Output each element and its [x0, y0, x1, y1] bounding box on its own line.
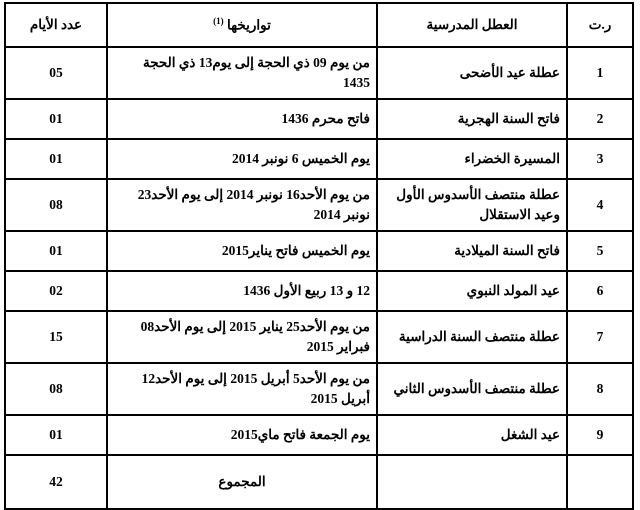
- table-row: 8 عطلة منتصف الأسدوس الثاني من يوم الأحد…: [4, 362, 634, 416]
- cell-days-count: 08: [4, 178, 108, 232]
- column-header-dates-label: تواريخها: [227, 17, 271, 33]
- table-row: 1 عطلة عيد الأضحى من يوم 09 ذي الحجة إلى…: [4, 46, 634, 100]
- cell-holiday-name: عطلة منتصف الأسدوس الأول وعيد الاستقلال: [376, 178, 568, 232]
- cell-holiday-name: المسيرة الخضراء: [376, 138, 568, 180]
- cell-index: 4: [566, 178, 634, 232]
- column-header-index: ر.ت: [566, 2, 634, 48]
- cell-index: 9: [566, 414, 634, 456]
- cell-holiday-name: عيد المولد النبوي: [376, 270, 568, 312]
- table-body: 1 عطلة عيد الأضحى من يوم 09 ذي الحجة إلى…: [4, 46, 634, 510]
- cell-dates: يوم الجمعة فاتح ماي2015: [106, 414, 378, 456]
- cell-holiday-name: عيد الشغل: [376, 414, 568, 456]
- cell-dates: 12 و 13 ربيع الأول 1436: [106, 270, 378, 312]
- cell-index: 6: [566, 270, 634, 312]
- cell-dates: من يوم الأحد25 يناير 2015 إلى يوم الأحد0…: [106, 310, 378, 364]
- cell-holiday-name: عطلة منتصف الأسدوس الثاني: [376, 362, 568, 416]
- cell-holiday-name: عطلة منتصف السنة الدراسية: [376, 310, 568, 364]
- cell-days-count: 08: [4, 362, 108, 416]
- cell-index: 2: [566, 98, 634, 140]
- cell-dates: فاتح محرم 1436: [106, 98, 378, 140]
- cell-dates: من يوم الأحد5 أبريل 2015 إلى يوم الأحد12…: [106, 362, 378, 416]
- cell-index: 1: [566, 46, 634, 100]
- table-total-row: المجموع 42: [4, 454, 634, 510]
- table-row: 2 فاتح السنة الهجرية فاتح محرم 1436 01: [4, 98, 634, 140]
- cell-dates: من يوم 09 ذي الحجة إلى يوم13 ذي الحجة 14…: [106, 46, 378, 100]
- cell-dates: يوم الخميس 6 نونبر 2014: [106, 138, 378, 180]
- cell-total-label: المجموع: [106, 454, 378, 510]
- cell-days-count: 15: [4, 310, 108, 364]
- table-header: ر.ت العطل المدرسية تواريخها (1) عدد الأي…: [4, 2, 634, 48]
- table-row: 4 عطلة منتصف الأسدوس الأول وعيد الاستقلا…: [4, 178, 634, 232]
- column-header-dates: تواريخها (1): [106, 2, 378, 48]
- column-header-holiday-name: العطل المدرسية: [376, 2, 568, 48]
- cell-days-count: 01: [4, 230, 108, 272]
- cell-index: 7: [566, 310, 634, 364]
- cell-total-value: 42: [4, 454, 108, 510]
- table-row: 5 فاتح السنة الميلادية يوم الخميس فاتح ي…: [4, 230, 634, 272]
- cell-dates: من يوم الأحد16 نونبر 2014 إلى يوم الأحد2…: [106, 178, 378, 232]
- cell-blank-index: [566, 454, 634, 510]
- cell-days-count: 02: [4, 270, 108, 312]
- footnote-marker: (1): [213, 15, 224, 26]
- cell-days-count: 01: [4, 414, 108, 456]
- header-row: ر.ت العطل المدرسية تواريخها (1) عدد الأي…: [4, 2, 634, 48]
- cell-blank-name: [376, 454, 568, 510]
- cell-holiday-name: عطلة عيد الأضحى: [376, 46, 568, 100]
- cell-days-count: 01: [4, 98, 108, 140]
- cell-index: 5: [566, 230, 634, 272]
- school-holidays-table: ر.ت العطل المدرسية تواريخها (1) عدد الأي…: [4, 2, 634, 510]
- cell-index: 8: [566, 362, 634, 416]
- table-row: 6 عيد المولد النبوي 12 و 13 ربيع الأول 1…: [4, 270, 634, 312]
- cell-days-count: 01: [4, 138, 108, 180]
- cell-index: 3: [566, 138, 634, 180]
- cell-days-count: 05: [4, 46, 108, 100]
- table-row: 9 عيد الشغل يوم الجمعة فاتح ماي2015 01: [4, 414, 634, 456]
- cell-holiday-name: فاتح السنة الميلادية: [376, 230, 568, 272]
- table-row: 3 المسيرة الخضراء يوم الخميس 6 نونبر 201…: [4, 138, 634, 180]
- table-row: 7 عطلة منتصف السنة الدراسية من يوم الأحد…: [4, 310, 634, 364]
- cell-holiday-name: فاتح السنة الهجرية: [376, 98, 568, 140]
- cell-dates: يوم الخميس فاتح يناير2015: [106, 230, 378, 272]
- column-header-days-count: عدد الأيام: [4, 2, 108, 48]
